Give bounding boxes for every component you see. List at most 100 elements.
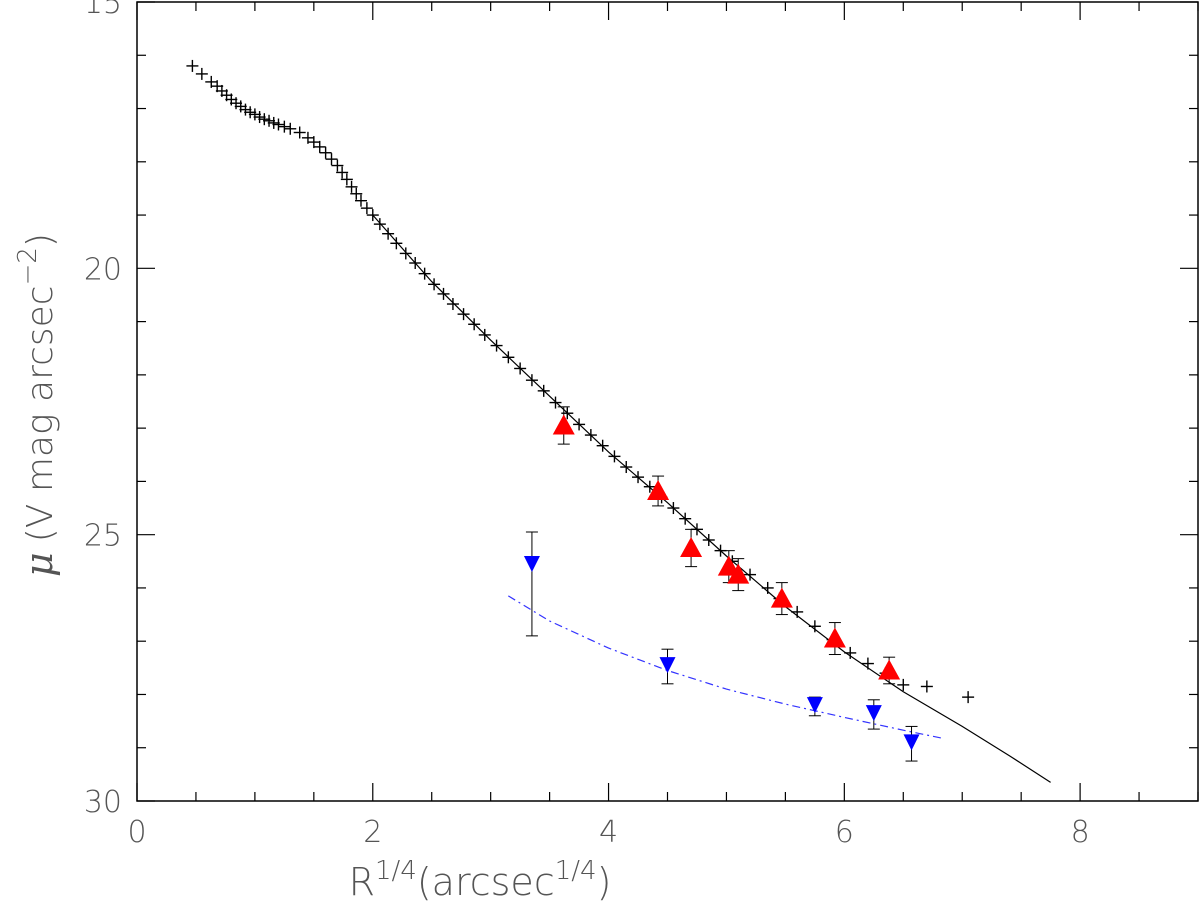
black-plus-point xyxy=(549,396,562,409)
black-plus-point xyxy=(360,202,373,215)
black-plus-point xyxy=(319,146,332,159)
red-triangle-point xyxy=(770,587,793,608)
black-plus-point xyxy=(702,533,715,546)
x-axis-title: R1/4(arcsec1/4) xyxy=(349,856,612,904)
black-plus-point xyxy=(350,187,363,200)
x-axis-unit: (arcsec xyxy=(417,860,555,904)
black-plus-point xyxy=(382,227,395,240)
black-plus-point xyxy=(478,328,491,341)
y-axis-title: μ (V mag arcsec−2) xyxy=(13,233,61,577)
black-plus-point xyxy=(761,581,774,594)
black-plus-point xyxy=(234,100,247,113)
black-plus-point xyxy=(502,351,515,364)
red-triangle-point xyxy=(552,414,575,435)
black-plus-point xyxy=(962,691,975,704)
error-bars xyxy=(525,406,918,762)
fit-lines xyxy=(372,214,1051,783)
fit-line-solid xyxy=(372,214,1051,783)
y-tick-label: 15 xyxy=(84,0,122,21)
black-plus-point xyxy=(373,218,386,231)
black-plus-point xyxy=(744,568,757,581)
black-plus-point xyxy=(643,480,656,493)
y-axis-symbol: μ xyxy=(17,552,61,577)
blue-triangle-point xyxy=(865,705,882,722)
x-axis-unit-exponent: 1/4 xyxy=(555,856,597,886)
black-plus-point xyxy=(920,680,933,693)
red-triangle-point xyxy=(823,627,846,648)
x-axis-base: R xyxy=(349,860,375,904)
fit-line-dashdot xyxy=(507,595,945,740)
black-plus-point xyxy=(428,278,441,291)
y-axis-unit-exponent: −2 xyxy=(13,247,43,285)
black-plus-point xyxy=(714,544,727,557)
black-plus-point xyxy=(409,257,422,270)
x-tick-label: 0 xyxy=(127,815,146,850)
black-plus-point xyxy=(490,339,503,352)
black-plus-point xyxy=(293,126,306,139)
x-tick-label: 4 xyxy=(599,815,618,850)
black-plus-point xyxy=(195,67,208,80)
black-plus-point xyxy=(239,103,252,116)
black-plus-point xyxy=(345,180,358,193)
tick-labels: 0 2 4 6 8 15 20 25 30 xyxy=(84,0,1090,850)
black-plus-point xyxy=(354,194,367,207)
black-plus-point xyxy=(468,318,481,331)
black-plus-point xyxy=(211,80,224,93)
x-axis-base-exponent: 1/4 xyxy=(375,856,417,886)
black-plus-point xyxy=(331,159,344,172)
red-triangle-point xyxy=(878,659,901,680)
blue-triangle-point xyxy=(806,697,823,714)
black-plus-point xyxy=(437,287,450,300)
red-triangle-point xyxy=(717,555,740,576)
black-plus-point xyxy=(272,118,285,131)
black-plus-point xyxy=(537,384,550,397)
black-plus-point xyxy=(608,450,621,463)
black-plus-point xyxy=(446,298,459,311)
black-plus-point xyxy=(186,59,199,72)
black-plus-point xyxy=(230,97,243,110)
black-plus-point xyxy=(457,308,470,321)
red-triangle-point xyxy=(727,563,750,584)
black-plus-point xyxy=(263,114,276,127)
black-plus-point xyxy=(336,166,349,179)
black-plus-point xyxy=(620,461,633,474)
black-plus-point xyxy=(253,111,266,124)
black-plus-point xyxy=(284,122,297,135)
black-plus-point xyxy=(313,140,326,153)
black-plus-point xyxy=(525,374,538,387)
black-plus-point xyxy=(366,209,379,222)
black-plus-point xyxy=(808,620,821,633)
data-markers xyxy=(186,59,975,751)
black-plus-point xyxy=(679,512,692,525)
black-plus-point xyxy=(514,362,527,375)
black-plus-point xyxy=(390,237,403,250)
black-plus-point xyxy=(897,678,910,691)
black-plus-point xyxy=(596,439,609,452)
black-plus-point xyxy=(307,136,320,149)
y-tick-label: 20 xyxy=(84,252,122,287)
black-plus-point xyxy=(573,418,586,431)
y-tick-label: 25 xyxy=(84,519,122,554)
axis-ticks xyxy=(136,1,1199,802)
black-plus-point xyxy=(584,429,597,442)
x-axis-close: ) xyxy=(597,860,612,904)
black-plus-point xyxy=(561,407,574,420)
y-axis-unit: (V mag arcsec xyxy=(20,285,61,542)
blue-triangle-point xyxy=(903,734,920,751)
blue-triangle-point xyxy=(659,657,676,674)
black-plus-point xyxy=(418,267,431,280)
y-axis-close: ) xyxy=(20,233,61,247)
black-plus-point xyxy=(844,646,857,659)
x-tick-label: 8 xyxy=(1071,815,1090,850)
black-plus-point xyxy=(248,108,261,121)
black-plus-point xyxy=(690,523,703,536)
black-plus-point xyxy=(278,120,291,133)
black-plus-point xyxy=(267,116,280,129)
red-triangle-point xyxy=(647,479,670,500)
x-tick-label: 2 xyxy=(363,815,382,850)
x-tick-label: 6 xyxy=(835,815,854,850)
black-plus-point xyxy=(399,247,412,260)
black-plus-point xyxy=(791,605,804,618)
black-plus-point xyxy=(244,106,257,119)
